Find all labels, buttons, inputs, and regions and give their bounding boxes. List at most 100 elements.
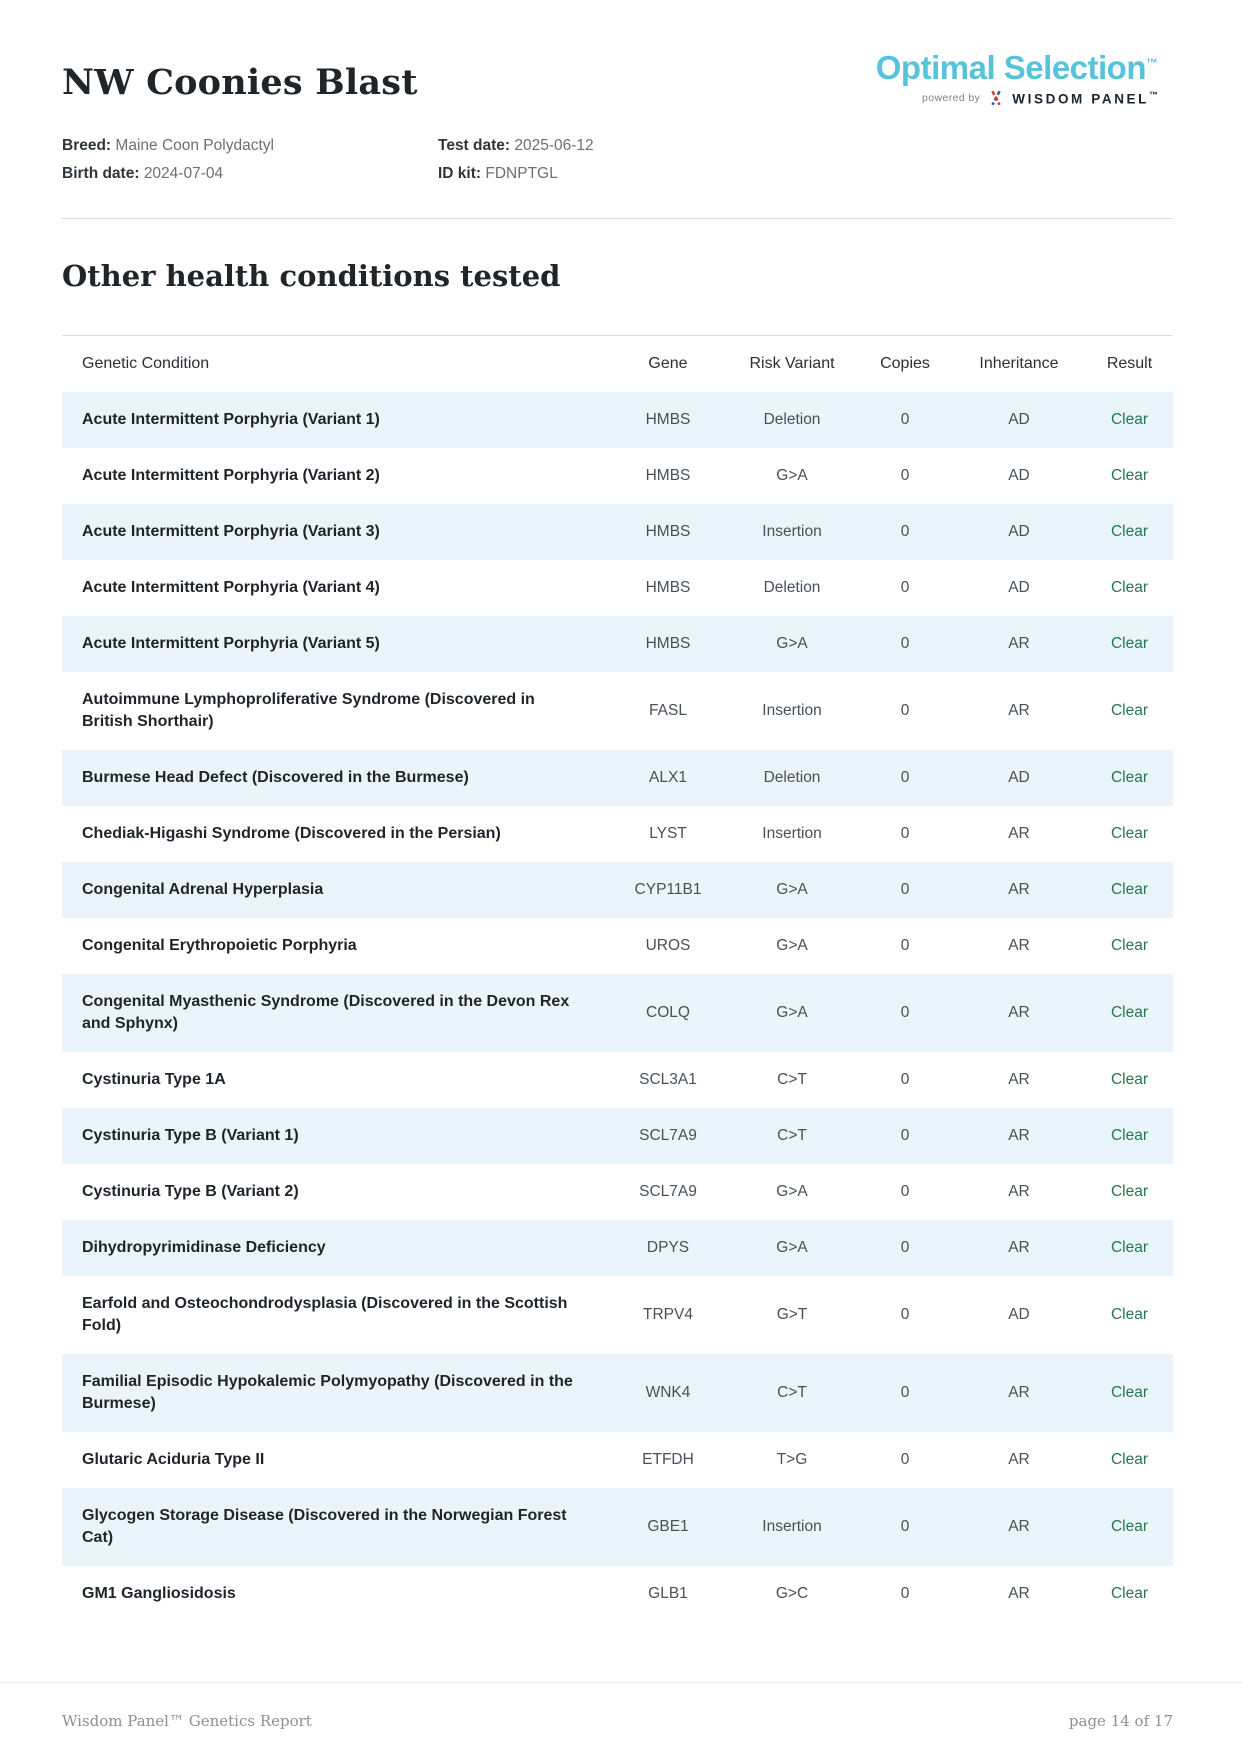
result-cell: Clear [1110,769,1149,786]
gene-cell: SCL7A9 [639,1127,697,1144]
condition-cell: Cystinuria Type 1A [82,1071,226,1088]
copies-cell: 0 [900,881,910,898]
result-cell: Clear [1110,1183,1149,1200]
inheritance-cell: AR [1008,702,1030,719]
risk-variant-cell: G>A [776,881,808,898]
footer-report-name: Wisdom Panel™ Genetics Report [62,1712,312,1730]
copies-cell: 0 [900,1239,910,1256]
copies-cell: 0 [900,1071,910,1088]
table-row: Acute Intermittent Porphyria (Variant 1)… [62,392,1173,448]
inheritance-cell: AR [1008,1127,1030,1144]
gene-cell: GBE1 [647,1518,689,1535]
condition-cell: Cystinuria Type B (Variant 2) [82,1183,299,1200]
inheritance-cell: AR [1008,1384,1030,1401]
column-header-gene: Gene [648,355,688,372]
risk-variant-cell: Deletion [763,411,821,428]
gene-cell: LYST [649,825,687,842]
condition-cell: Dihydropyrimidinase Deficiency [82,1239,326,1256]
result-cell: Clear [1110,411,1149,428]
powered-by-label: powered by [922,92,981,105]
result-cell: Clear [1110,1306,1149,1323]
condition-cell: Familial Episodic Hypokalemic Polymyopat… [82,1373,573,1412]
result-cell: Clear [1110,1518,1149,1535]
risk-variant-cell: C>T [777,1384,807,1401]
gene-cell: DPYS [646,1239,690,1256]
gene-cell: HMBS [645,635,691,652]
test-date-value: 2025-06-12 [514,137,594,154]
condition-cell: Acute Intermittent Porphyria (Variant 4) [82,579,380,596]
copies-cell: 0 [900,579,910,596]
test-date-row: Test date: 2025-06-12 [438,132,1173,160]
condition-cell: Chediak-Higashi Syndrome (Discovered in … [82,825,501,842]
table-row: Glutaric Aciduria Type II ETFDH T>G 0 AR Clea… [62,1432,1173,1488]
conditions-table: Genetic Condition Gene Risk Variant Copi… [62,335,1173,1622]
table-row: Burmese Head Defect (Discovered in the B… [62,750,1173,806]
result-cell: Clear [1110,1071,1149,1088]
condition-cell: Congenital Myasthenic Syndrome (Discover… [82,993,570,1032]
page-title: NW Coonies Blast [62,62,418,103]
risk-variant-cell: G>T [776,1306,808,1323]
copies-cell: 0 [900,1127,910,1144]
optimal-selection-logo: Optimal Selection™ powered by WISDOM PAN… [876,44,1158,107]
inheritance-cell: AR [1008,1071,1030,1088]
risk-variant-cell: Deletion [763,769,821,786]
gene-cell: ALX1 [649,769,687,786]
inheritance-cell: AD [1008,411,1030,428]
wisdom-panel-trademark: ™ [1149,90,1158,100]
condition-cell: Acute Intermittent Porphyria (Variant 2) [82,467,380,484]
result-cell: Clear [1110,702,1149,719]
table-row: Acute Intermittent Porphyria (Variant 2)… [62,448,1173,504]
column-header-genetic-condition: Genetic Condition [82,355,210,372]
inheritance-cell: AR [1008,881,1030,898]
gene-cell: GLB1 [648,1585,688,1602]
result-cell: Clear [1110,825,1149,842]
id-kit-row: ID kit: FDNPTGL [438,160,1173,188]
table-row: Acute Intermittent Porphyria (Variant 5)… [62,616,1173,672]
birth-date-value: 2024-07-04 [143,165,224,182]
condition-cell: Cystinuria Type B (Variant 1) [82,1127,299,1144]
copies-cell: 0 [900,702,910,719]
table-row: Glycogen Storage Disease (Discovered in … [62,1488,1173,1566]
copies-cell: 0 [900,1384,910,1401]
result-cell: Clear [1110,523,1149,540]
table-row: Earfold and Osteochondrodysplasia (Disco… [62,1276,1173,1354]
gene-cell: FASL [649,702,687,719]
result-cell: Clear [1110,1384,1149,1401]
id-kit-value: FDNPTGL [485,165,558,182]
risk-variant-cell: G>A [776,467,808,484]
id-kit-label: ID kit: [438,165,482,182]
result-cell: Clear [1110,1004,1149,1021]
birth-date-label: Birth date: [62,165,140,182]
powered-by-row: powered by WISDOM PANEL™ [876,90,1158,107]
inheritance-cell: AD [1008,467,1030,484]
result-cell: Clear [1110,1127,1149,1144]
inheritance-cell: AD [1008,523,1030,540]
gene-cell: CYP11B1 [634,881,702,898]
table-header-row: Genetic Condition Gene Risk Variant Copi… [62,336,1173,392]
copies-cell: 0 [900,1004,910,1021]
gene-cell: HMBS [645,467,691,484]
brand-wordmark: Optimal Selection™ [876,44,1158,87]
inheritance-cell: AR [1008,635,1030,652]
result-cell: Clear [1110,579,1149,596]
gene-cell: HMBS [645,579,691,596]
copies-cell: 0 [900,523,910,540]
table-row: Autoimmune Lymphoproliferative Syndrome … [62,672,1173,750]
table-row: Familial Episodic Hypokalemic Polymyopat… [62,1354,1173,1432]
condition-cell: Glycogen Storage Disease (Discovered in … [82,1507,567,1546]
gene-cell: COLQ [646,1004,690,1021]
result-cell: Clear [1110,1585,1149,1602]
copies-cell: 0 [900,825,910,842]
brand-text: Optimal Selection [875,49,1147,86]
table-row: Dihydropyrimidinase Deficiency DPYS G>A 0 AR… [62,1220,1173,1276]
column-header-inheritance: Inheritance [979,355,1059,372]
inheritance-cell: AD [1008,769,1030,786]
copies-cell: 0 [900,1518,910,1535]
inheritance-cell: AD [1008,579,1030,596]
risk-variant-cell: Insertion [762,1518,822,1535]
inheritance-cell: AR [1008,1518,1030,1535]
section-title: Other health conditions tested [62,259,561,293]
table-row: Acute Intermittent Porphyria (Variant 3)… [62,504,1173,560]
condition-cell: GM1 Gangliosidosis [82,1585,236,1602]
table-row: Cystinuria Type 1A SCL3A1 C>T 0 AR Clear [62,1052,1173,1108]
